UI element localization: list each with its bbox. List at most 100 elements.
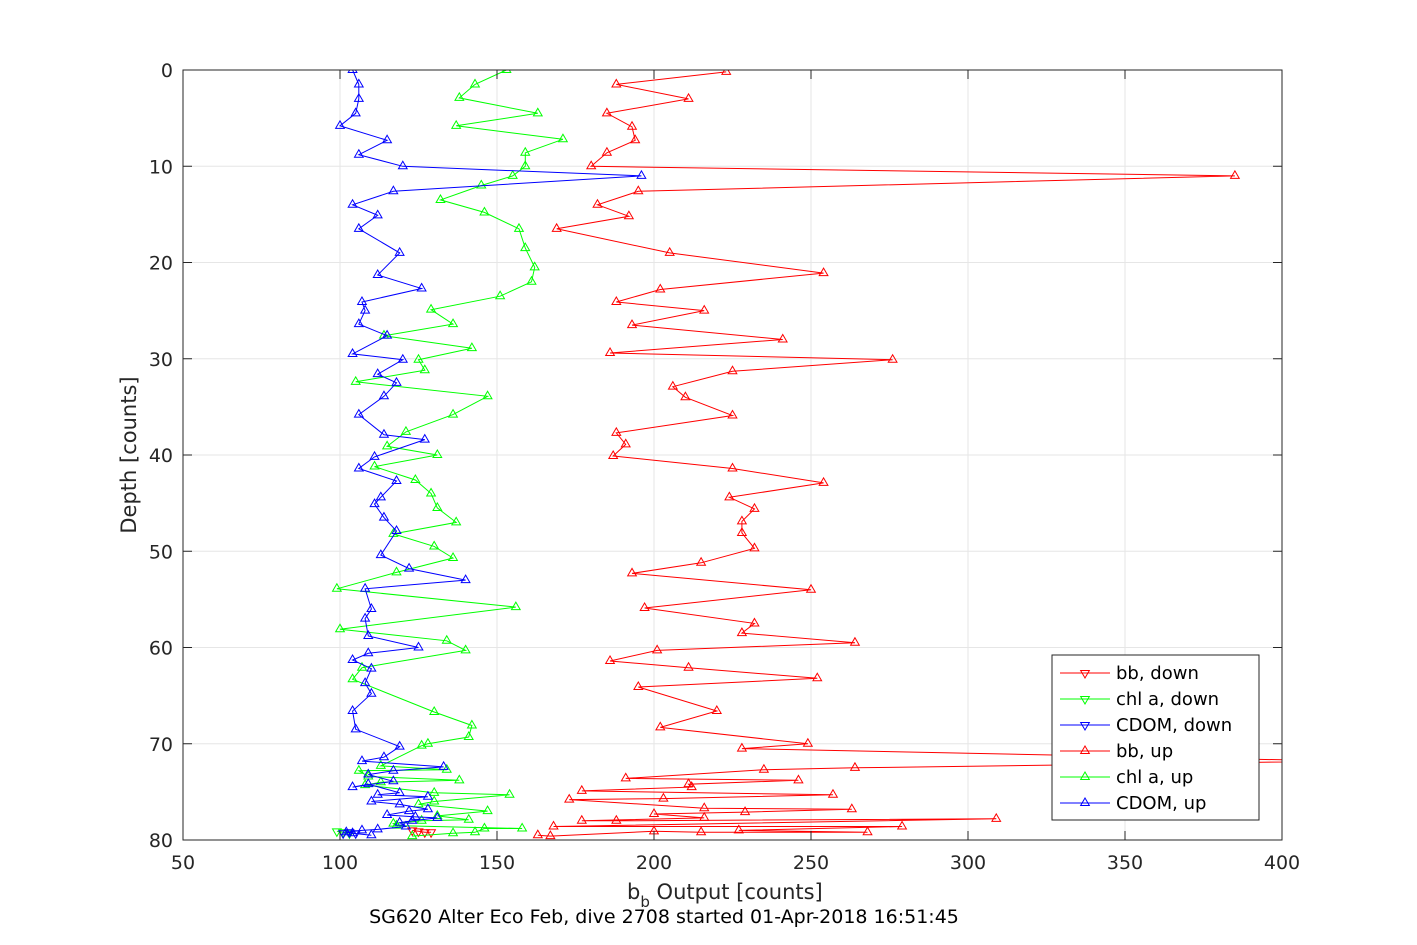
data-point-cdom-up: [636, 169, 647, 179]
data-point-cdom-up: [347, 70, 358, 73]
data-point-cdom-up: [363, 629, 374, 639]
data-point-cdom-up: [378, 390, 390, 400]
data-point-cdom-up: [347, 781, 358, 791]
data-point-cdom-up: [366, 829, 377, 839]
data-point-cdom-up: [391, 525, 402, 535]
data-point-cdom-up: [403, 805, 415, 815]
data-point-bb-up: [655, 721, 666, 731]
data-point-chl-a-up: [516, 822, 528, 832]
data-point-cdom-up: [347, 654, 358, 664]
data-point-cdom-up: [363, 778, 374, 788]
y-tick-label: 30: [149, 349, 173, 371]
data-point-chl-a-up: [422, 737, 434, 747]
data-point-cdom-up: [369, 450, 380, 460]
data-point-chl-a-up: [350, 375, 361, 385]
data-point-bb-up: [827, 788, 839, 798]
data-point-chl-a-up: [520, 242, 531, 252]
data-point-chl-a-up: [460, 644, 471, 654]
data-point-bb-up: [749, 542, 760, 552]
data-point-chl-a-up: [447, 551, 459, 561]
data-point-bb-up: [721, 70, 732, 75]
y-tick-label: 10: [149, 156, 173, 178]
data-point-bb-up: [777, 333, 788, 343]
data-point-chl-a-up: [494, 290, 506, 300]
data-point-cdom-up: [366, 662, 377, 672]
data-point-bb-up: [699, 304, 710, 314]
data-point-cdom-up: [378, 428, 390, 438]
data-point-cdom-up: [391, 376, 402, 386]
data-point-bb-down: [425, 829, 437, 839]
data-point-bb-up: [793, 774, 804, 784]
data-point-chl-a-up: [334, 623, 346, 633]
data-point-chl-a-up: [388, 817, 399, 827]
data-point-bb-up: [749, 617, 760, 627]
data-point-cdom-up: [366, 795, 377, 805]
data-point-bb-up: [805, 583, 817, 593]
data-point-cdom-up: [366, 603, 377, 612]
data-point-cdom-up: [366, 687, 377, 697]
legend-marker: [1079, 745, 1091, 754]
chart-subtitle: SG620 Alter Eco Feb, dive 2708 started 0…: [369, 906, 959, 928]
data-point-chl-a-up: [369, 460, 380, 470]
data-point-chl-a-up: [447, 827, 459, 837]
data-point-bb-up: [629, 134, 641, 144]
data-point-cdom-up: [353, 148, 365, 158]
legend-entry: chl a, up: [1060, 767, 1193, 788]
data-point-cdom-up: [394, 798, 405, 808]
data-point-bb-up: [639, 602, 650, 612]
x-tick-label: 400: [1264, 852, 1300, 874]
data-point-chl-a-up: [513, 222, 525, 232]
legend-marker: [1079, 771, 1091, 780]
x-axis-label: bb Output [counts]: [627, 880, 823, 911]
data-point-cdom-up: [350, 107, 361, 117]
data-point-chl-a-up: [353, 764, 365, 774]
data-point-bb-up: [604, 346, 616, 356]
legend-entry: CDOM, up: [1060, 793, 1206, 814]
series-cdom-up: [334, 70, 647, 839]
data-point-bb-up: [812, 672, 823, 682]
x-axis-label-subscript: b: [640, 893, 650, 911]
data-point-chl-a-up: [391, 566, 402, 576]
data-point-chl-a-down: [331, 828, 343, 838]
series-bb-down: [407, 827, 437, 839]
data-point-cdom-up: [350, 723, 361, 733]
data-point-bb-up: [991, 812, 1002, 822]
data-point-bb-up: [658, 792, 669, 802]
series-bb-up: [532, 70, 1282, 840]
data-point-chl-a-up: [441, 763, 452, 773]
data-point-bb-up: [611, 814, 622, 824]
data-point-bb-up: [604, 654, 616, 664]
y-tick-label: 50: [149, 541, 173, 563]
data-point-chl-a-up: [413, 353, 424, 363]
data-point-cdom-up: [388, 764, 399, 774]
y-tick-label: 70: [149, 734, 173, 756]
data-point-cdom-up: [388, 185, 399, 195]
data-point-bb-up: [896, 820, 908, 830]
data-point-chl-a-up: [454, 91, 465, 101]
data-point-chl-a-up: [419, 364, 430, 374]
data-point-bb-up: [601, 107, 613, 117]
y-tick-label: 80: [149, 830, 173, 852]
data-point-chl-a-up: [557, 133, 569, 143]
data-point-bb-up: [601, 146, 613, 156]
data-point-cdom-up: [363, 768, 374, 778]
x-axis-label-rest: Output [counts]: [650, 880, 823, 904]
x-tick-label: 50: [171, 852, 195, 874]
data-point-bb-up: [802, 737, 814, 747]
data-point-bb-up: [532, 829, 544, 839]
y-tick-label: 0: [161, 60, 173, 82]
x-tick-label: 300: [950, 852, 986, 874]
data-point-chl-a-up: [391, 819, 402, 829]
legend-marker: [1079, 797, 1091, 806]
data-point-bb-up: [849, 761, 861, 771]
data-point-chl-a-up: [482, 805, 493, 815]
legend-entry: bb, down: [1060, 663, 1199, 684]
data-point-chl-a-up: [469, 826, 481, 836]
data-point-chl-a-up: [435, 193, 446, 203]
data-point-chl-a-up: [432, 449, 443, 458]
data-point-bb-up: [680, 391, 691, 401]
data-point-chl-a-up: [479, 206, 490, 216]
data-point-bb-up: [648, 808, 660, 818]
data-point-bb-up: [846, 803, 858, 813]
